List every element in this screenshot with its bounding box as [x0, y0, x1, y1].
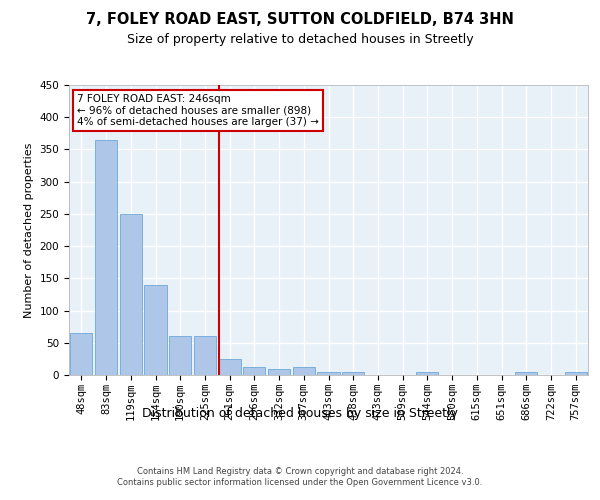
Bar	[515, 372, 538, 375]
Bar	[95, 140, 117, 375]
Bar	[145, 285, 167, 375]
Bar	[317, 372, 340, 375]
Bar	[243, 366, 265, 375]
Y-axis label: Number of detached properties: Number of detached properties	[24, 142, 34, 318]
Bar	[565, 372, 587, 375]
Bar	[169, 336, 191, 375]
Bar	[119, 214, 142, 375]
Text: Size of property relative to detached houses in Streetly: Size of property relative to detached ho…	[127, 32, 473, 46]
Bar	[194, 336, 216, 375]
Text: 7 FOLEY ROAD EAST: 246sqm
← 96% of detached houses are smaller (898)
4% of semi-: 7 FOLEY ROAD EAST: 246sqm ← 96% of detac…	[77, 94, 319, 127]
Text: Distribution of detached houses by size in Streetly: Distribution of detached houses by size …	[142, 408, 458, 420]
Bar	[342, 372, 364, 375]
Bar	[268, 368, 290, 375]
Bar	[218, 359, 241, 375]
Text: 7, FOLEY ROAD EAST, SUTTON COLDFIELD, B74 3HN: 7, FOLEY ROAD EAST, SUTTON COLDFIELD, B7…	[86, 12, 514, 28]
Bar	[416, 372, 439, 375]
Bar	[293, 366, 315, 375]
Bar	[70, 333, 92, 375]
Text: Contains HM Land Registry data © Crown copyright and database right 2024.
Contai: Contains HM Land Registry data © Crown c…	[118, 468, 482, 487]
